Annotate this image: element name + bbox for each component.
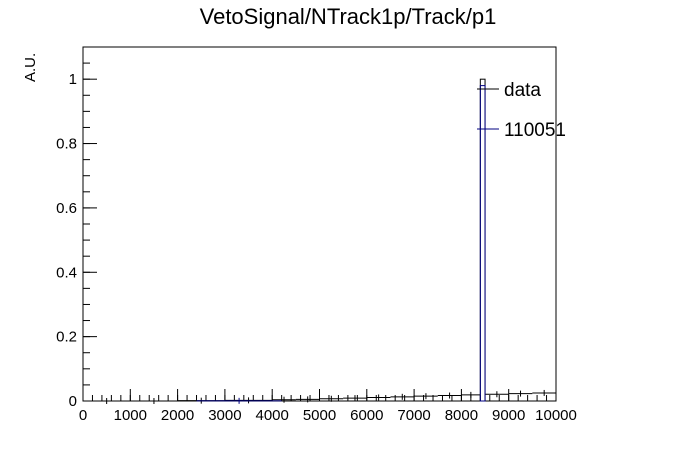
- histogram-bin: [479, 78, 486, 402]
- x-tick-label: 0: [79, 407, 87, 424]
- y-tick-label: 0: [69, 393, 77, 410]
- x-tick-label: 2000: [161, 407, 194, 424]
- histogram-bin: [479, 85, 486, 402]
- x-tick-label: 1000: [114, 407, 147, 424]
- y-tick-label: 1: [69, 71, 77, 88]
- legend: data 110051: [477, 80, 566, 141]
- x-tick-label: 6000: [350, 407, 383, 424]
- x-tick-label: 8000: [445, 407, 478, 424]
- chart-title: VetoSignal/NTrack1p/Track/p1: [199, 4, 497, 29]
- x-tick-label: 5000: [303, 407, 336, 424]
- x-tick-label: 10000: [535, 407, 577, 424]
- x-tick-label: 4000: [256, 407, 289, 424]
- y-tick-label: 0.2: [56, 329, 77, 346]
- y-tick-label: 0.6: [56, 200, 77, 217]
- data-series: [83, 78, 556, 404]
- x-tick-label: 9000: [492, 407, 525, 424]
- y-tick-label: 0.4: [56, 264, 77, 281]
- axes: 0 1000 2000 3000 4000 5000 6000 7000 8000 9000 100…: [56, 46, 577, 424]
- x-tick-label: 3000: [208, 407, 241, 424]
- legend-entry: 110051: [504, 120, 566, 141]
- y-tick-label: 0.8: [56, 136, 77, 153]
- legend-entry: data: [504, 80, 541, 101]
- x-tick-label: 7000: [397, 407, 430, 424]
